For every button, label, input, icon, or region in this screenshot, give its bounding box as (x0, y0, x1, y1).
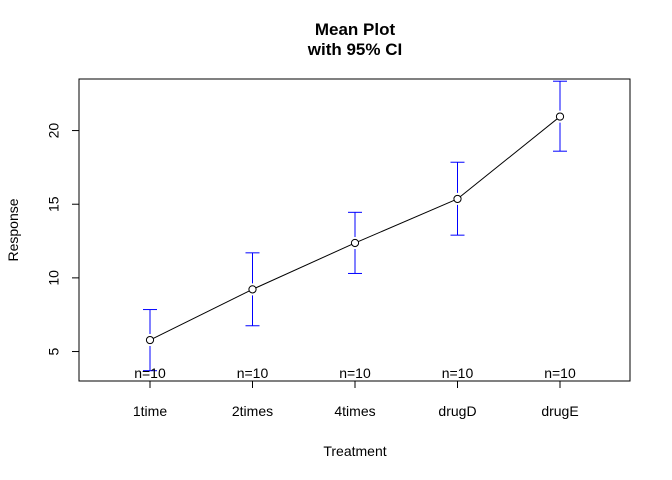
x-tick-label: drugD (438, 403, 476, 419)
x-tick-label: 1time (133, 403, 167, 419)
x-tick-label: 2times (232, 403, 273, 419)
mean-point (453, 194, 462, 204)
mean-line-segment (255, 243, 352, 289)
mean-point (145, 335, 155, 345)
mean-point (555, 112, 565, 121)
chart-axes: 5 10 15 20 1time 2times 4times drugD drugE (46, 123, 579, 419)
n-label: n=10 (544, 365, 576, 381)
y-tick-label: 20 (46, 123, 62, 139)
y-tick-label: 10 (46, 270, 62, 286)
ci-error-bar (143, 309, 157, 372)
n-label: n=10 (339, 365, 371, 381)
x-tick-label: 4times (334, 403, 375, 419)
ci-error-bar (553, 80, 567, 152)
n-label: n=10 (237, 365, 269, 381)
chart-marks: n=10 n=10 n=10 n=10 n=10 (134, 80, 576, 381)
ci-error-bar (245, 252, 260, 327)
y-axis-label: Response (5, 198, 21, 261)
mean-point (248, 285, 257, 294)
mean-line-segment (358, 199, 455, 243)
ci-error-bar (450, 161, 465, 236)
chart-title: Mean Plot (315, 20, 396, 39)
n-label: n=10 (442, 365, 474, 381)
mean-point (350, 238, 360, 248)
chart-subtitle: with 95% CI (307, 40, 402, 59)
mean-line-segment (153, 290, 250, 339)
x-axis-label: Treatment (323, 443, 386, 459)
mean-line-segment (459, 118, 558, 198)
y-tick-label: 15 (46, 196, 62, 212)
ci-error-bar (348, 211, 362, 274)
x-tick-label: drugE (541, 403, 578, 419)
y-tick-label: 5 (46, 347, 62, 355)
n-label: n=10 (134, 365, 166, 381)
